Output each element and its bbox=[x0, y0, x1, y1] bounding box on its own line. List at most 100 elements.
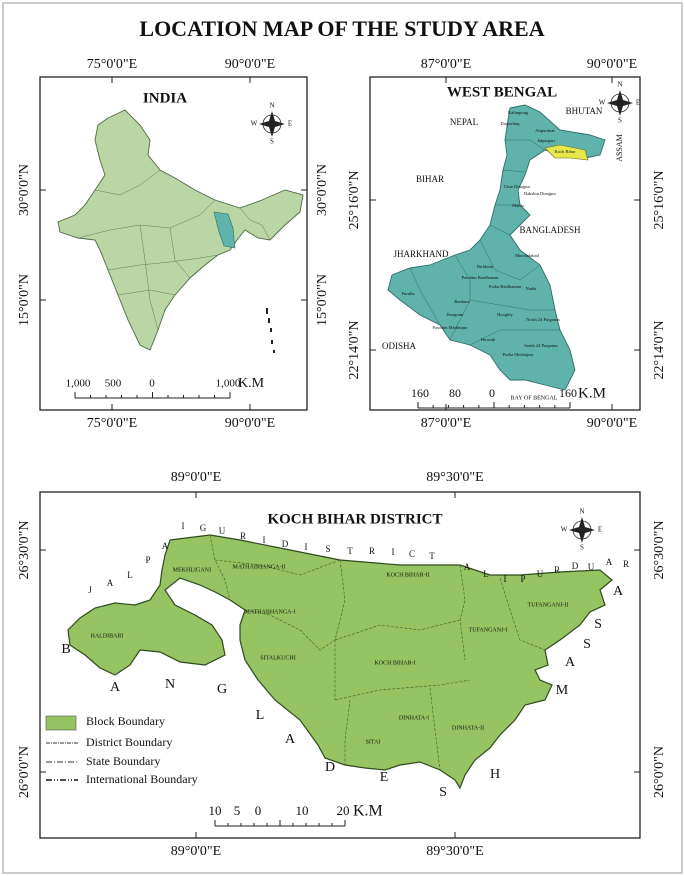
boundary-letter: A bbox=[606, 557, 613, 567]
longitude-label: 90°0'0"E bbox=[587, 57, 637, 72]
scale-label: 160 bbox=[411, 386, 429, 400]
block-label: DINHATA-II bbox=[452, 725, 484, 731]
latitude-label: 30°0'0"N bbox=[17, 164, 32, 216]
scale-label: 1,000 bbox=[66, 378, 91, 390]
latitude-label: 30°0'0"N bbox=[315, 164, 330, 216]
boundary-letter: B bbox=[61, 642, 70, 657]
boundary-letter: U bbox=[219, 526, 226, 536]
west-bengal-frame bbox=[369, 76, 641, 411]
block-label: HALDIBARI bbox=[91, 633, 124, 639]
compass-label: E bbox=[288, 120, 292, 128]
compass-label: N bbox=[579, 508, 584, 516]
boundary-letter: E bbox=[380, 770, 389, 785]
boundary-letter: T bbox=[429, 551, 435, 561]
boundary-letter: A bbox=[107, 578, 114, 588]
latitude-label: 15°0'0"N bbox=[315, 274, 330, 326]
scale-label: 80 bbox=[449, 386, 461, 400]
block-label: KOCH BIHAR-I bbox=[374, 660, 415, 666]
compass-label: E bbox=[598, 526, 602, 534]
page-title: LOCATION MAP OF THE STUDY AREA bbox=[139, 16, 544, 41]
district-label: Hooghly bbox=[497, 312, 514, 317]
west-bengal-shape bbox=[387, 104, 606, 391]
longitude-label: 89°0'0"E bbox=[171, 844, 221, 859]
district-label: Purba Bardhaman bbox=[489, 284, 522, 289]
district-label: Birbhum bbox=[477, 264, 494, 269]
district-label: Jhargram bbox=[447, 312, 464, 317]
legend-label: Block Boundary bbox=[86, 714, 165, 728]
neighbour-label: ASSAM bbox=[615, 134, 624, 162]
scale-label: 0 bbox=[149, 378, 155, 390]
boundary-letter: I bbox=[392, 547, 395, 557]
longitude-label: 75°0'0"E bbox=[87, 57, 137, 72]
boundary-letter: A bbox=[162, 541, 169, 551]
scale-label: 500 bbox=[105, 378, 122, 390]
block-label: MATHABHANGA-I bbox=[245, 609, 296, 615]
scale-unit: K.M bbox=[353, 803, 383, 820]
latitude-label: 26°0'0"N bbox=[17, 746, 32, 798]
compass-label: W bbox=[561, 526, 568, 534]
district-label: Kalimpong bbox=[508, 110, 529, 115]
boundary-letter: R bbox=[623, 559, 629, 569]
boundary-letter: T bbox=[347, 546, 353, 556]
compass-star bbox=[259, 111, 285, 137]
compass-star bbox=[607, 90, 633, 116]
district-label: Nadia bbox=[526, 286, 537, 291]
scale-label: 5 bbox=[234, 803, 241, 818]
boundary-letter: A bbox=[464, 562, 471, 572]
boundary-letter: L bbox=[127, 570, 133, 580]
legend-label: District Boundary bbox=[86, 735, 172, 749]
block-label: MATHABHANGA-II bbox=[233, 564, 286, 570]
boundary-letter: A bbox=[565, 655, 576, 670]
district-label: South 24 Parganas bbox=[524, 343, 558, 348]
boundary-letter: I bbox=[305, 542, 308, 552]
block-label: MEKHLIGANJ bbox=[173, 567, 212, 573]
longitude-label: 87°0'0"E bbox=[421, 416, 471, 431]
compass-label: N bbox=[617, 81, 622, 89]
boundary-letter: U bbox=[537, 569, 544, 579]
legend-symbols bbox=[45, 715, 78, 781]
scale-label: 1,000 bbox=[216, 378, 241, 390]
boundary-letter: P bbox=[145, 555, 150, 565]
scale-unit: K.M bbox=[238, 376, 265, 391]
map-title: KOCH BIHAR DISTRICT bbox=[267, 511, 442, 527]
compass-star bbox=[569, 517, 595, 543]
scale-label: 10 bbox=[209, 803, 222, 818]
district-label: Koch Bihar bbox=[555, 149, 576, 154]
latitude-label: 25°16'0"N bbox=[347, 171, 362, 230]
compass-label: N bbox=[269, 102, 274, 110]
district-label: Uttar Dinajpur bbox=[504, 184, 531, 189]
boundary-letter: D bbox=[325, 760, 335, 775]
koch-bihar-frame bbox=[39, 491, 641, 839]
scale-label: 160 bbox=[559, 386, 577, 400]
legend-label: International Boundary bbox=[86, 772, 198, 786]
boundary-letter: H bbox=[490, 767, 500, 782]
scale-label: 0 bbox=[255, 803, 262, 818]
neighbour-label: JHARKHAND bbox=[393, 249, 449, 259]
block-label: TUFANGANJ-I bbox=[469, 627, 508, 633]
boundary-letter: A bbox=[285, 732, 296, 747]
longitude-label: 90°0'0"E bbox=[225, 57, 275, 72]
district-label: Malda bbox=[512, 203, 524, 208]
boundary-letter: C bbox=[409, 549, 415, 559]
india-shape bbox=[57, 109, 304, 353]
boundary-letter: N bbox=[165, 677, 175, 692]
boundary-letter: L bbox=[483, 569, 489, 579]
koch-bihar-shape bbox=[67, 534, 613, 790]
boundary-letter: I bbox=[263, 535, 266, 545]
boundary-letter: J bbox=[88, 585, 92, 595]
district-label: Dakshin Dinajpur bbox=[524, 191, 557, 196]
district-label: Darjeeling bbox=[501, 121, 521, 126]
boundary-letter: S bbox=[583, 637, 591, 652]
boundary-letter: A bbox=[613, 584, 624, 599]
longitude-label: 75°0'0"E bbox=[87, 416, 137, 431]
latitude-label: 22°14'0"N bbox=[652, 321, 667, 380]
district-label: Murshidabad bbox=[515, 253, 539, 258]
district-label: Howrah bbox=[481, 337, 496, 342]
compass-label: S bbox=[270, 138, 274, 146]
longitude-label: 87°0'0"E bbox=[421, 57, 471, 72]
neighbour-label: NEPAL bbox=[450, 117, 478, 127]
boundary-letter: I bbox=[182, 521, 185, 531]
boundary-letter: S bbox=[594, 617, 602, 632]
